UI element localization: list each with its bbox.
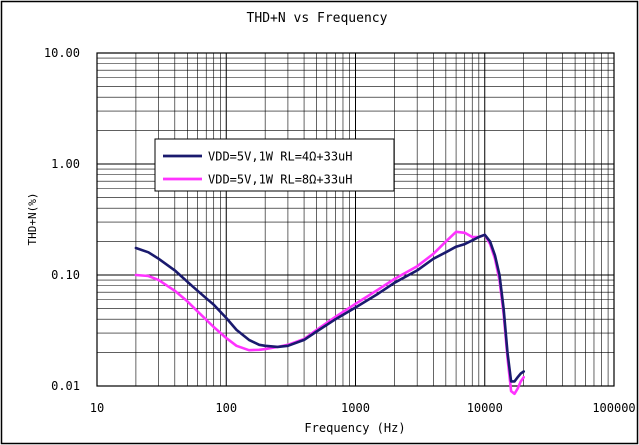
chart-title: THD+N vs Frequency	[247, 11, 388, 26]
x-axis-label: Frequency (Hz)	[304, 421, 405, 435]
series-layer	[134, 230, 525, 396]
y-tick-labels: 10.00 1.00 0.10 0.01	[44, 46, 80, 393]
y-tick-label: 0.10	[51, 268, 80, 282]
y-tick-label: 0.01	[51, 379, 80, 393]
y-tick-label: 1.00	[51, 157, 80, 171]
legend: VDD=5V,1W RL=4Ω+33uH VDD=5V,1W RL=8Ω+33uH	[154, 138, 395, 192]
legend-label-2: VDD=5V,1W RL=8Ω+33uH	[208, 173, 353, 187]
y-tick-label: 10.00	[44, 46, 80, 60]
y-axis-label: THD+N(%)	[26, 193, 39, 246]
x-tick-label: 10	[90, 401, 104, 415]
legend-label-1: VDD=5V,1W RL=4Ω+33uH	[208, 150, 353, 164]
legend-box	[154, 138, 395, 192]
x-tick-label: 10000	[467, 401, 503, 415]
x-tick-labels: 10 100 1000 10000 100000	[90, 401, 636, 415]
x-tick-label: 100	[215, 401, 237, 415]
series-line-1	[134, 233, 525, 383]
x-tick-label: 100000	[592, 401, 635, 415]
x-tick-label: 1000	[341, 401, 370, 415]
plot-area-border	[96, 52, 615, 387]
